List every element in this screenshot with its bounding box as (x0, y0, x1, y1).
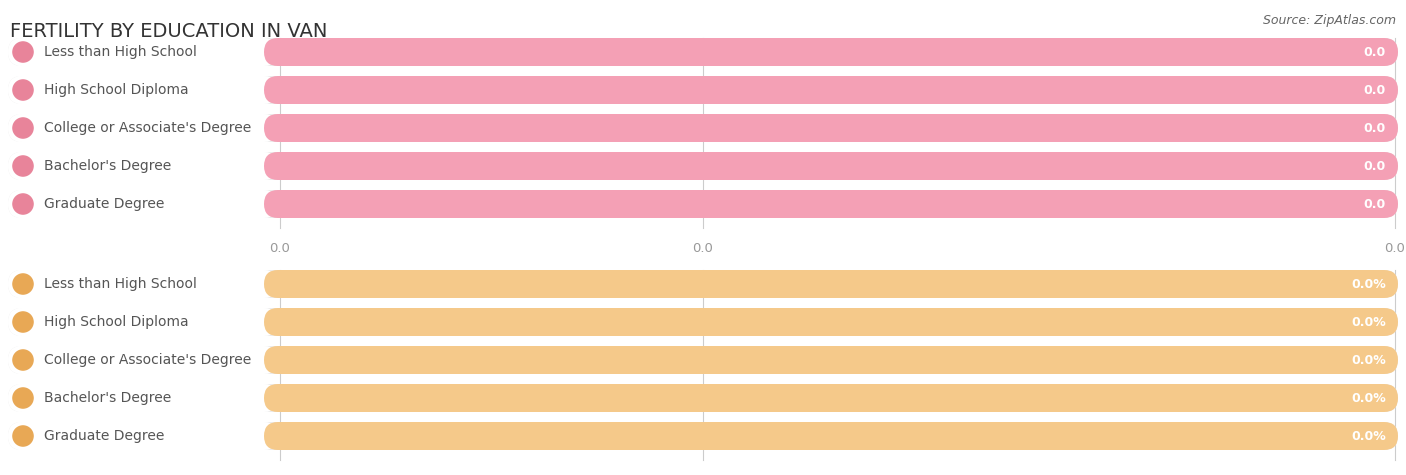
Text: 0.0%: 0.0% (686, 474, 720, 475)
FancyBboxPatch shape (264, 114, 1398, 142)
Text: 0.0: 0.0 (1364, 84, 1386, 96)
Circle shape (8, 190, 37, 218)
Text: 0.0%: 0.0% (1351, 277, 1386, 291)
Circle shape (8, 422, 37, 450)
FancyBboxPatch shape (8, 76, 278, 104)
Text: 0.0: 0.0 (1364, 46, 1386, 58)
Text: 0.0%: 0.0% (1351, 391, 1386, 405)
Circle shape (8, 152, 37, 180)
Circle shape (13, 312, 34, 332)
Text: 0.0: 0.0 (693, 242, 713, 255)
Text: Less than High School: Less than High School (44, 277, 197, 291)
Circle shape (13, 426, 34, 446)
Circle shape (13, 274, 34, 294)
FancyBboxPatch shape (8, 346, 1398, 374)
FancyBboxPatch shape (8, 422, 1398, 450)
Circle shape (8, 346, 37, 374)
FancyBboxPatch shape (8, 152, 278, 180)
FancyBboxPatch shape (264, 422, 1398, 450)
FancyBboxPatch shape (264, 384, 1398, 412)
Text: High School Diploma: High School Diploma (44, 315, 188, 329)
Text: High School Diploma: High School Diploma (44, 83, 188, 97)
Circle shape (13, 388, 34, 408)
Text: Bachelor's Degree: Bachelor's Degree (44, 159, 172, 173)
FancyBboxPatch shape (8, 76, 1398, 104)
FancyBboxPatch shape (8, 422, 278, 450)
Circle shape (13, 350, 34, 370)
FancyBboxPatch shape (8, 190, 278, 218)
FancyBboxPatch shape (264, 308, 1398, 336)
Text: Source: ZipAtlas.com: Source: ZipAtlas.com (1263, 14, 1396, 27)
Circle shape (8, 384, 37, 412)
Text: 0.0%: 0.0% (1351, 353, 1386, 367)
Circle shape (8, 308, 37, 336)
FancyBboxPatch shape (8, 38, 1398, 66)
Text: Less than High School: Less than High School (44, 45, 197, 59)
Text: Graduate Degree: Graduate Degree (44, 429, 165, 443)
Text: 0.0: 0.0 (1385, 242, 1406, 255)
FancyBboxPatch shape (8, 114, 278, 142)
FancyBboxPatch shape (8, 190, 1398, 218)
FancyBboxPatch shape (264, 346, 1398, 374)
FancyBboxPatch shape (264, 270, 1398, 298)
Text: 0.0%: 0.0% (1351, 429, 1386, 443)
Text: College or Associate's Degree: College or Associate's Degree (44, 121, 252, 135)
Circle shape (13, 156, 34, 176)
FancyBboxPatch shape (264, 190, 1398, 218)
FancyBboxPatch shape (8, 152, 1398, 180)
FancyBboxPatch shape (8, 384, 1398, 412)
FancyBboxPatch shape (8, 384, 278, 412)
Text: 0.0%: 0.0% (263, 474, 297, 475)
FancyBboxPatch shape (264, 76, 1398, 104)
Circle shape (8, 270, 37, 298)
Text: 0.0: 0.0 (1364, 198, 1386, 210)
Text: 0.0%: 0.0% (1351, 315, 1386, 329)
Text: 0.0: 0.0 (1364, 122, 1386, 134)
FancyBboxPatch shape (264, 38, 1398, 66)
FancyBboxPatch shape (8, 346, 278, 374)
Text: Bachelor's Degree: Bachelor's Degree (44, 391, 172, 405)
Circle shape (13, 80, 34, 100)
Circle shape (8, 38, 37, 66)
Text: 0.0: 0.0 (270, 242, 291, 255)
Text: 0.0%: 0.0% (1378, 474, 1406, 475)
Text: FERTILITY BY EDUCATION IN VAN: FERTILITY BY EDUCATION IN VAN (10, 22, 328, 41)
FancyBboxPatch shape (8, 308, 1398, 336)
Text: 0.0: 0.0 (1364, 160, 1386, 172)
Circle shape (13, 194, 34, 214)
Circle shape (8, 76, 37, 104)
Circle shape (13, 42, 34, 62)
FancyBboxPatch shape (8, 114, 1398, 142)
FancyBboxPatch shape (8, 270, 1398, 298)
FancyBboxPatch shape (8, 308, 278, 336)
FancyBboxPatch shape (8, 270, 278, 298)
Text: College or Associate's Degree: College or Associate's Degree (44, 353, 252, 367)
FancyBboxPatch shape (8, 38, 278, 66)
Text: Graduate Degree: Graduate Degree (44, 197, 165, 211)
Circle shape (8, 114, 37, 142)
Circle shape (13, 118, 34, 138)
FancyBboxPatch shape (264, 152, 1398, 180)
